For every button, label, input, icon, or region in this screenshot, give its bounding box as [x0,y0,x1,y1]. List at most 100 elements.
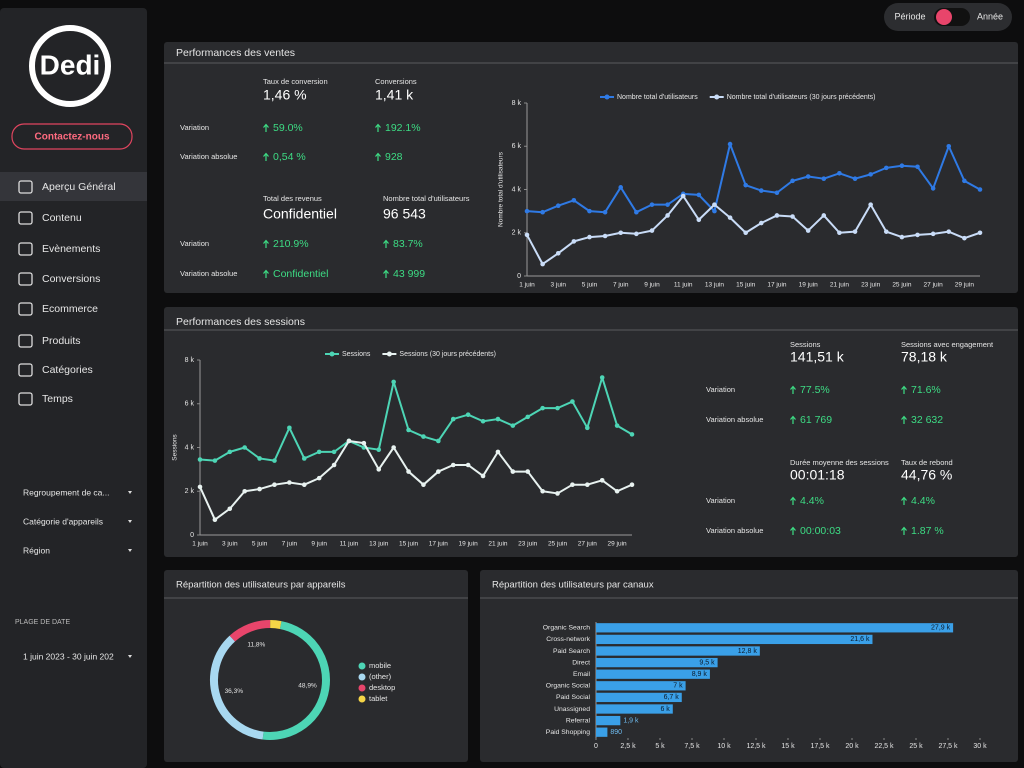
panel-title: Répartition des utilisateurs par apparei… [176,580,346,591]
point [618,230,624,236]
x-tick-label: 22,5 k [874,743,894,750]
nav-item[interactable]: Catégories [42,364,93,376]
point [555,250,561,256]
metric-value: 00:01:18 [790,467,845,483]
metric-change: 4.4% [800,495,824,507]
point [316,449,322,455]
point [331,462,337,468]
nav-item[interactable]: Aperçu Général [42,181,116,193]
line [526,143,981,214]
metric-change: 210.9% [273,238,309,250]
point [376,447,382,452]
y-tick-label: 8 k [185,357,195,364]
date-range-label: PLAGE DE DATE [15,619,70,626]
point [346,438,352,444]
point [727,215,733,220]
nav-item[interactable]: Conversions [42,273,100,285]
point [257,486,262,492]
point [450,416,456,422]
point [759,188,764,193]
value-label: 7 k [673,683,683,690]
caret [128,491,132,494]
nav-item[interactable]: Ecommerce [42,303,98,315]
x-tick-label: 19 juin [799,282,819,289]
point [743,182,748,188]
point [540,488,545,494]
x-tick-label: 23 juin [518,541,538,548]
toggle-right[interactable]: Année [977,11,1003,21]
legend-label: Nombre total d'utilisateurs (30 jours pr… [727,94,876,101]
metric-label: Taux de conversion [263,77,328,86]
point [599,478,605,483]
panel [164,570,468,762]
x-tick-label: 20 k [845,743,859,750]
nav-item[interactable]: Produits [42,335,81,347]
filter[interactable]: Région [23,545,50,555]
point [540,261,545,267]
toggle-left[interactable]: Période [894,11,925,21]
y-axis-label: Sessions [172,434,179,461]
bar [596,681,686,691]
metric-change: 00:00:03 [800,525,841,537]
point [587,234,592,240]
x-tick-label: 17 juin [429,541,449,548]
legend-label: desktop [369,683,395,692]
filter[interactable]: Catégorie d'appareils [23,516,103,526]
point [587,208,592,214]
nav-item[interactable]: Contenu [42,212,82,224]
row-label: Variation [706,385,735,394]
metric-label: Taux de rebond [901,458,953,467]
x-tick-label: 5 k [655,743,665,750]
point [774,213,780,218]
point [495,449,501,455]
point [977,230,983,236]
up-arrow [263,152,269,161]
point [837,230,842,236]
legend-label: tablet [369,694,388,703]
x-tick-label: 9 juin [644,282,660,289]
slice [270,620,282,629]
nav-icon [18,334,33,348]
value-label: 6,7 k [664,694,680,701]
metric-change: 43 999 [393,268,425,280]
point [450,462,456,468]
row-label: Variation [706,496,735,505]
nav-icon [18,211,33,225]
legend-dot [329,351,335,357]
point [962,178,967,184]
point [301,482,307,487]
metric-label: Durée moyenne des sessions [790,458,889,467]
category-label: Cross-network [546,636,590,643]
point [649,228,655,233]
x-tick-label: 3 juin [222,541,238,548]
point [301,456,307,461]
logo-ring [29,25,111,107]
contact-button[interactable] [11,123,133,150]
filter[interactable]: Regroupement de ca... [23,487,109,497]
nav-item[interactable]: Temps [42,393,73,405]
legend-dot [358,695,366,703]
point [634,209,639,215]
point [406,469,411,474]
nav-active [0,172,147,201]
nav-item[interactable]: Evènements [42,243,100,255]
date-range[interactable]: 1 juin 2023 - 30 juin 202 [23,651,114,661]
x-tick-label: 29 juin [955,282,975,289]
x-tick-label: 12,5 k [746,743,766,750]
caret [128,549,132,552]
point [421,482,426,487]
x-tick-label: 1 juin [192,541,208,548]
panel [480,570,1018,762]
contact-label[interactable]: Contactez-nous [35,132,110,143]
category-label: Direct [572,659,590,666]
up-arrow [375,152,381,161]
up-arrow [383,269,389,278]
y-tick-label: 0 [190,532,194,539]
switch-knob[interactable] [936,9,952,25]
metric-label: Sessions [790,340,821,349]
bar [596,692,682,703]
row-label: Variation [180,239,209,248]
x-tick-label: 7 juin [613,282,629,289]
point [525,469,531,474]
point [805,174,811,179]
